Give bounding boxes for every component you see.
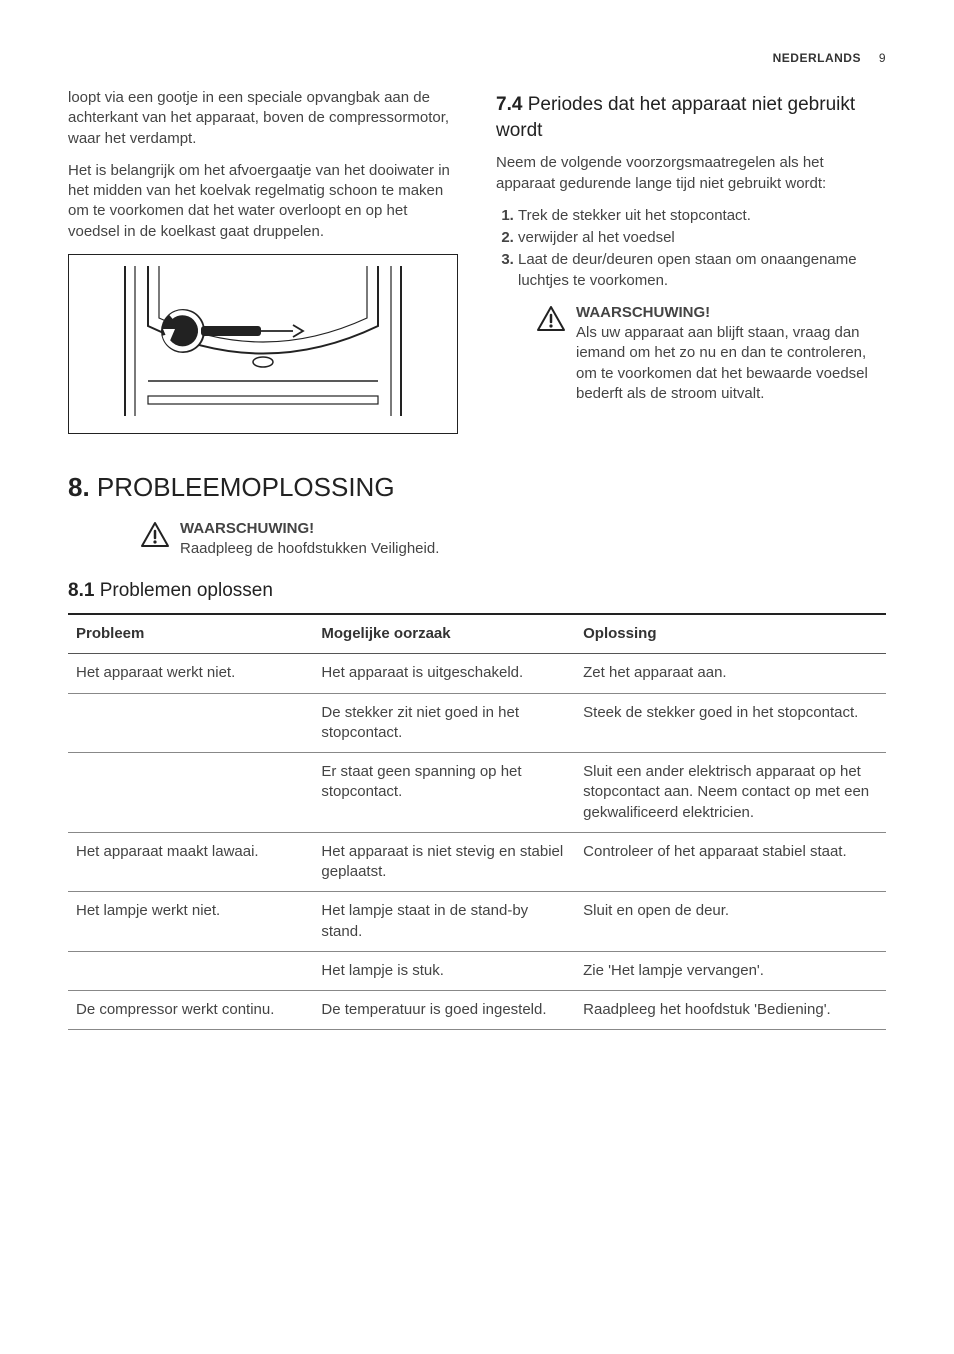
table-row: De compressor werkt con­tinu.De temperat… [68,991,886,1030]
two-column-layout: loopt via een gootje in een speciale opv… [68,88,886,452]
table-cell [68,693,313,753]
section-number: 8. [68,472,90,502]
steps-list: Trek de stekker uit het stopcontact. ver… [496,206,886,291]
section-8-heading: 8. PROBLEEMOPLOSSING [68,470,886,505]
table-cell: Het lampje staat in de stand-by stand. [313,892,575,952]
warning-title: WAARSCHUWING! [576,303,886,323]
paragraph: loopt via een gootje in een speciale opv… [68,88,458,149]
table-row: Het lampje werkt niet.Het lampje staat i… [68,892,886,952]
table-row: Er staat geen spanning op het stopcontac… [68,753,886,833]
subsection-8-1-heading: 8.1 Problemen oplossen [68,578,886,604]
drain-cleaning-figure [68,254,458,434]
warning-body: Als uw apparaat aan blijft staan, vraag … [576,323,886,404]
right-column: 7.4 Periodes dat het apparaat niet gebru… [496,88,886,452]
table-row: Het apparaat werkt niet.Het apparaat is … [68,654,886,693]
table-cell: Sluit en open de deur. [575,892,886,952]
warning-text: WAARSCHUWING! Als uw apparaat aan blijft… [576,303,886,404]
table-cell: Het apparaat is uitgescha­keld. [313,654,575,693]
column-header: Mogelijke oorzaak [313,614,575,654]
table-cell: Het apparaat maakt lawaai. [68,832,313,892]
table-cell: De stekker zit niet goed in het stopcont… [313,693,575,753]
warning-title: WAARSCHUWING! [180,519,439,539]
table-row: Het lampje is stuk.Zie 'Het lampje verva… [68,951,886,990]
table-row: Het apparaat maakt lawaai.Het apparaat i… [68,832,886,892]
table-cell: Het lampje is stuk. [313,951,575,990]
paragraph: Neem de volgende voorzorgsmaatregelen al… [496,153,886,194]
subsection-number: 8.1 [68,580,94,601]
table-cell: De compressor werkt con­tinu. [68,991,313,1030]
warning-text: WAARSCHUWING! Raadpleeg de hoofdstukken … [180,519,439,560]
subsection-title: Problemen oplossen [94,580,273,601]
section-title: PROBLEEMOPLOSSING [90,472,395,502]
warning-body: Raadpleeg de hoofdstukken Veiligheid. [180,539,439,559]
table-cell: Zie 'Het lampje vervangen'. [575,951,886,990]
table-cell: Het lampje werkt niet. [68,892,313,952]
list-item: Laat de deur/deuren open staan om onaang… [518,250,886,291]
column-header: Probleem [68,614,313,654]
table-cell: Controleer of het apparaat stabiel staat… [575,832,886,892]
header-language: NEDERLANDS [773,51,861,65]
warning-box: WAARSCHUWING! Als uw apparaat aan blijft… [536,303,886,404]
table-cell: Het apparaat werkt niet. [68,654,313,693]
table-header-row: Probleem Mogelijke oorzaak Oplossing [68,614,886,654]
table-cell: Sluit een ander elektrisch apparaat op h… [575,753,886,833]
list-item: Trek de stekker uit het stopcontact. [518,206,886,226]
left-column: loopt via een gootje in een speciale opv… [68,88,458,452]
paragraph: Het is belangrijk om het afvoergaatje va… [68,161,458,242]
drain-diagram-svg [113,266,413,421]
table-cell [68,753,313,833]
warning-icon [140,521,170,555]
table-row: De stekker zit niet goed in het stopcont… [68,693,886,753]
table-cell: Raadpleeg het hoofdstuk 'Bediening'. [575,991,886,1030]
table-cell: Steek de stekker goed in het stopcontact… [575,693,886,753]
subsection-title: Periodes dat het apparaat niet gebruikt … [496,94,855,141]
table-cell: Zet het apparaat aan. [575,654,886,693]
page-header: NEDERLANDS 9 [68,50,886,66]
page-number: 9 [879,50,886,66]
table-cell [68,951,313,990]
warning-box: WAARSCHUWING! Raadpleeg de hoofdstukken … [140,519,440,560]
troubleshooting-table: Probleem Mogelijke oorzaak Oplossing Het… [68,613,886,1030]
table-cell: De temperatuur is goed in­gesteld. [313,991,575,1030]
table-cell: Er staat geen spanning op het stopcontac… [313,753,575,833]
column-header: Oplossing [575,614,886,654]
table-cell: Het apparaat is niet stevig en stabiel g… [313,832,575,892]
subsection-number: 7.4 [496,94,522,115]
warning-icon [536,305,566,339]
subsection-7-4-heading: 7.4 Periodes dat het apparaat niet gebru… [496,92,886,143]
list-item: verwijder al het voedsel [518,228,886,248]
